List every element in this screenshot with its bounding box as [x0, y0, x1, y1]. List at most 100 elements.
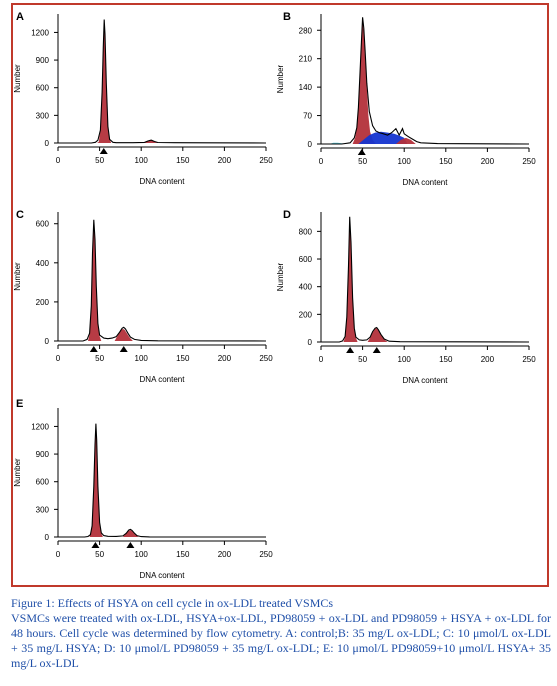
y-tick-label: 300: [36, 111, 50, 120]
figure-caption: Figure 1: Effects of HSYA on cell cycle …: [11, 596, 551, 671]
fit-component-3: [358, 131, 408, 144]
peak-marker: [346, 347, 355, 353]
y-tick-label: 70: [303, 112, 312, 121]
x-tick-label: 100: [398, 157, 412, 166]
fit-component-1: [97, 19, 112, 143]
panel-label: B: [283, 11, 291, 23]
y-tick-label: 900: [36, 450, 50, 459]
peak-marker: [99, 148, 108, 154]
x-axis-label: DNA content: [403, 376, 449, 385]
fit-component-2: [122, 530, 139, 537]
panel-b: B 0 70 140 210 280 0 50 100 150 200 250 DNA content N…: [276, 11, 536, 187]
caption-body: VSMCs were treated with ox-LDL, HSYA+ox-…: [11, 611, 551, 670]
y-tick-label: 900: [36, 56, 50, 65]
x-tick-label: 50: [358, 157, 367, 166]
x-tick-label: 150: [176, 354, 190, 363]
peak-marker: [357, 149, 366, 155]
histogram-curve: [321, 17, 530, 145]
x-tick-label: 50: [95, 550, 104, 559]
figure-frame: [11, 3, 549, 587]
x-tick-label: 150: [439, 157, 453, 166]
y-tick-label: 400: [36, 259, 50, 268]
x-tick-label: 200: [218, 354, 232, 363]
y-tick-label: 210: [299, 55, 313, 64]
panel-d: D 0 200 400 600 800 0 50 100 150 200 250 DNA content…: [276, 209, 536, 385]
x-tick-label: 200: [481, 157, 495, 166]
fit-component-1: [343, 217, 358, 342]
x-axis-label: DNA content: [403, 178, 449, 187]
x-tick-label: 150: [439, 355, 453, 364]
panel-label: D: [283, 209, 291, 221]
fit-component-2: [367, 328, 388, 342]
x-tick-label: 100: [135, 550, 149, 559]
y-tick-label: 0: [45, 139, 50, 148]
histogram-curve: [58, 423, 267, 538]
y-axis-label: Number: [13, 64, 22, 93]
y-tick-label: 600: [36, 478, 50, 487]
x-tick-label: 250: [522, 355, 536, 364]
x-tick-label: 200: [481, 355, 495, 364]
x-tick-label: 250: [522, 157, 536, 166]
x-tick-label: 150: [176, 550, 190, 559]
y-tick-label: 400: [299, 283, 313, 292]
y-tick-label: 1200: [31, 28, 49, 37]
y-tick-label: 600: [36, 84, 50, 93]
histogram-curve: [58, 19, 267, 144]
histogram-curve: [58, 219, 267, 342]
y-tick-label: 280: [299, 26, 313, 35]
caption-title: Figure 1: Effects of HSYA on cell cycle …: [11, 596, 334, 610]
x-axis-label: DNA content: [140, 571, 186, 580]
fit-component-2: [114, 328, 133, 341]
panel-label: A: [16, 11, 24, 23]
fit-component-2: [144, 140, 158, 143]
peak-marker: [372, 347, 381, 353]
y-tick-label: 1200: [31, 422, 49, 431]
y-axis-label: Number: [276, 64, 285, 93]
peak-marker: [126, 542, 135, 548]
x-tick-label: 150: [176, 156, 190, 165]
y-tick-label: 0: [45, 337, 50, 346]
panel-label: E: [16, 398, 23, 410]
y-tick-label: 0: [308, 338, 313, 347]
x-tick-label: 0: [319, 157, 324, 166]
histogram-curve: [321, 216, 530, 343]
x-tick-label: 250: [259, 354, 273, 363]
y-tick-label: 800: [299, 227, 313, 236]
x-tick-label: 0: [56, 550, 61, 559]
x-tick-label: 250: [259, 550, 273, 559]
panel-label: C: [16, 209, 24, 221]
peak-marker: [119, 346, 128, 352]
y-tick-label: 300: [36, 505, 50, 514]
y-tick-label: 0: [308, 140, 313, 149]
y-axis-label: Number: [13, 458, 22, 487]
y-tick-label: 600: [36, 220, 50, 229]
x-tick-label: 100: [135, 354, 149, 363]
x-tick-label: 0: [56, 156, 61, 165]
x-tick-label: 200: [218, 156, 232, 165]
x-axis-label: DNA content: [140, 177, 186, 186]
x-tick-label: 100: [135, 156, 149, 165]
y-axis-label: Number: [276, 262, 285, 291]
panel-a: A 0 300 600 900 1200 0 50 100 150 200 250 DNA conten…: [13, 11, 273, 186]
x-tick-label: 50: [95, 156, 104, 165]
y-axis-label: Number: [13, 262, 22, 291]
y-tick-label: 600: [299, 255, 313, 264]
x-axis-label: DNA content: [140, 375, 186, 384]
y-tick-label: 140: [299, 83, 313, 92]
x-tick-label: 50: [95, 354, 104, 363]
panel-e: E 0 300 600 900 1200 0 50 100 150 200 250 DNA conten…: [13, 398, 273, 580]
x-tick-label: 50: [358, 355, 367, 364]
peak-marker: [89, 346, 98, 352]
x-tick-label: 0: [56, 354, 61, 363]
y-tick-label: 200: [299, 310, 313, 319]
y-tick-label: 200: [36, 298, 50, 307]
panel-c: C 0 200 400 600 0 50 100 150 200 250 DNA content Num…: [13, 209, 273, 384]
flow-cytometry-figure: A 0 300 600 900 1200 0 50 100 150 200 250 DNA conten…: [13, 11, 536, 580]
x-tick-label: 100: [398, 355, 412, 364]
x-tick-label: 200: [218, 550, 232, 559]
fit-component-4: [395, 137, 416, 144]
x-tick-label: 0: [319, 355, 324, 364]
y-tick-label: 0: [45, 533, 50, 542]
peak-marker: [91, 542, 100, 548]
x-tick-label: 250: [259, 156, 273, 165]
